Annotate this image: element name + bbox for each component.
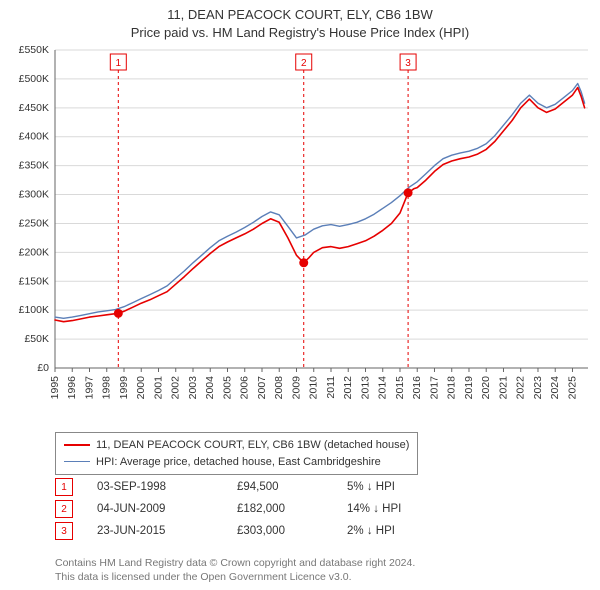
legend-label: HPI: Average price, detached house, East… xyxy=(96,454,381,471)
svg-text:1999: 1999 xyxy=(118,376,130,400)
svg-text:£250K: £250K xyxy=(19,217,49,229)
svg-text:2013: 2013 xyxy=(359,376,371,400)
sale-delta: 2% ↓ HPI xyxy=(347,525,457,537)
legend-swatch xyxy=(64,461,90,462)
svg-text:2004: 2004 xyxy=(204,376,216,400)
sale-index-box: 3 xyxy=(55,522,73,540)
sale-price: £303,000 xyxy=(237,525,347,537)
svg-text:2003: 2003 xyxy=(187,376,199,400)
legend-swatch xyxy=(64,444,90,446)
sale-price: £94,500 xyxy=(237,481,347,493)
svg-text:£400K: £400K xyxy=(19,131,49,143)
svg-text:2024: 2024 xyxy=(549,376,561,400)
sale-price: £182,000 xyxy=(237,503,347,515)
footer-line-1: Contains HM Land Registry data © Crown c… xyxy=(55,556,415,570)
svg-text:3: 3 xyxy=(405,58,411,69)
svg-text:£200K: £200K xyxy=(19,246,49,258)
svg-text:2022: 2022 xyxy=(515,376,527,400)
svg-text:1996: 1996 xyxy=(66,376,78,400)
svg-text:2016: 2016 xyxy=(411,376,423,400)
svg-text:£450K: £450K xyxy=(19,102,49,114)
sales-row: 3 23-JUN-2015£303,0002% ↓ HPI xyxy=(55,520,457,542)
svg-text:2006: 2006 xyxy=(239,376,251,400)
chart-area: £0 £50K £100K £150K £200K £250K £300K £350K £400… xyxy=(0,44,600,424)
svg-text:1997: 1997 xyxy=(83,376,95,400)
svg-text:2005: 2005 xyxy=(221,376,233,400)
sales-row: 2 04-JUN-2009£182,00014% ↓ HPI xyxy=(55,498,457,520)
svg-text:£0: £0 xyxy=(37,362,49,374)
svg-text:2015: 2015 xyxy=(394,376,406,400)
sale-date: 04-JUN-2009 xyxy=(97,503,237,515)
svg-text:2001: 2001 xyxy=(152,376,164,400)
svg-text:1998: 1998 xyxy=(101,376,113,400)
sale-delta: 5% ↓ HPI xyxy=(347,481,457,493)
svg-text:2011: 2011 xyxy=(325,376,337,399)
legend-item: HPI: Average price, detached house, East… xyxy=(64,454,409,471)
svg-text:2002: 2002 xyxy=(170,376,182,400)
chart-container: 11, DEAN PEACOCK COURT, ELY, CB6 1BW Pri… xyxy=(0,0,600,590)
sales-row: 1 03-SEP-1998£94,5005% ↓ HPI xyxy=(55,476,457,498)
footer-line-2: This data is licensed under the Open Gov… xyxy=(55,570,415,584)
svg-text:2009: 2009 xyxy=(290,376,302,400)
svg-text:1: 1 xyxy=(116,58,122,69)
footer: Contains HM Land Registry data © Crown c… xyxy=(55,556,415,584)
svg-text:2020: 2020 xyxy=(480,376,492,400)
svg-text:2017: 2017 xyxy=(428,376,440,400)
sale-index-box: 2 xyxy=(55,500,73,518)
legend-item: 11, DEAN PEACOCK COURT, ELY, CB6 1BW (de… xyxy=(64,437,409,454)
svg-text:2012: 2012 xyxy=(342,376,354,400)
sale-date: 23-JUN-2015 xyxy=(97,525,237,537)
svg-text:£150K: £150K xyxy=(19,275,49,287)
sale-delta: 14% ↓ HPI xyxy=(347,503,457,515)
svg-text:2: 2 xyxy=(301,58,307,69)
sale-date: 03-SEP-1998 xyxy=(97,481,237,493)
svg-text:£350K: £350K xyxy=(19,160,49,172)
svg-text:2007: 2007 xyxy=(256,376,268,400)
svg-text:2019: 2019 xyxy=(463,376,475,400)
svg-text:£100K: £100K xyxy=(19,304,49,316)
svg-text:2010: 2010 xyxy=(308,376,320,400)
svg-text:1995: 1995 xyxy=(49,376,61,400)
sale-index-box: 1 xyxy=(55,478,73,496)
svg-text:£550K: £550K xyxy=(19,44,49,56)
svg-text:2000: 2000 xyxy=(135,376,147,400)
svg-text:2014: 2014 xyxy=(377,376,389,400)
svg-text:2023: 2023 xyxy=(532,376,544,400)
legend: 11, DEAN PEACOCK COURT, ELY, CB6 1BW (de… xyxy=(55,432,418,475)
svg-text:£50K: £50K xyxy=(24,333,49,345)
svg-text:2008: 2008 xyxy=(273,376,285,400)
chart-subtitle: Price paid vs. HM Land Registry's House … xyxy=(0,24,600,42)
chart-svg: £0 £50K £100K £150K £200K £250K £300K £350K £400… xyxy=(0,44,600,424)
chart-title: 11, DEAN PEACOCK COURT, ELY, CB6 1BW xyxy=(0,6,600,24)
svg-text:2021: 2021 xyxy=(497,376,509,400)
title-block: 11, DEAN PEACOCK COURT, ELY, CB6 1BW Pri… xyxy=(0,0,600,41)
svg-text:£300K: £300K xyxy=(19,189,49,201)
svg-text:2025: 2025 xyxy=(566,376,578,400)
svg-text:2018: 2018 xyxy=(446,376,458,400)
svg-text:£500K: £500K xyxy=(19,73,49,85)
legend-label: 11, DEAN PEACOCK COURT, ELY, CB6 1BW (de… xyxy=(96,437,409,454)
sales-table: 1 03-SEP-1998£94,5005% ↓ HPI 2 04-JUN-2009£… xyxy=(55,476,457,542)
